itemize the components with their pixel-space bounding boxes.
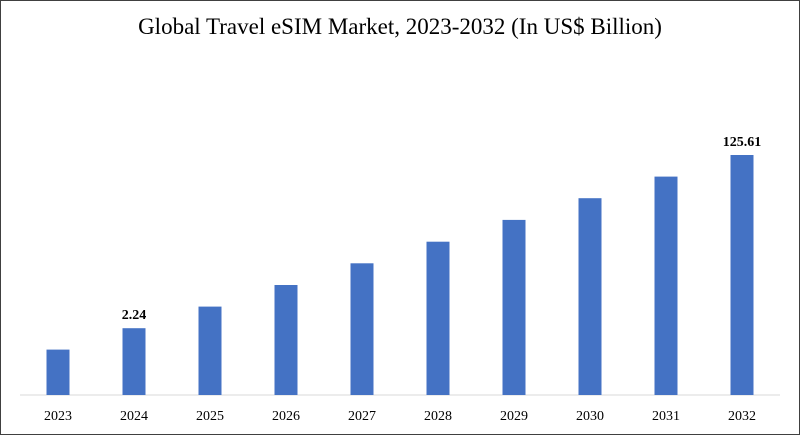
bar-2032	[730, 155, 754, 395]
data-labels: 2.24 125.61	[122, 135, 762, 323]
x-tick-2029: 2029	[500, 409, 528, 424]
chart-title: Global Travel eSIM Market, 2023-2032 (In…	[138, 14, 662, 39]
x-tick-2025: 2025	[196, 409, 224, 424]
x-tick-2031: 2031	[652, 409, 680, 424]
x-tick-2032: 2032	[728, 409, 756, 424]
bar-2030	[578, 198, 602, 395]
bar-2025	[198, 306, 222, 395]
bar-2024	[122, 328, 146, 395]
data-label-2032: 125.61	[723, 135, 762, 150]
x-tick-labels: 2023 2024 2025 2026 2027 2028 2029 2030 2031 2032	[44, 409, 756, 424]
x-tick-2030: 2030	[576, 409, 604, 424]
x-tick-2026: 2026	[272, 409, 300, 424]
bar-2029	[502, 219, 526, 395]
x-tick-2027: 2027	[348, 409, 376, 424]
bars-group	[46, 155, 754, 395]
data-label-2024: 2.24	[122, 308, 147, 323]
x-tick-2023: 2023	[44, 409, 72, 424]
bar-2028	[426, 241, 450, 395]
bar-2031	[654, 176, 678, 395]
bar-2027	[350, 263, 374, 395]
x-tick-2028: 2028	[424, 409, 452, 424]
bar-2026	[274, 285, 298, 395]
x-tick-2024: 2024	[120, 409, 148, 424]
bar-2023	[46, 349, 70, 395]
